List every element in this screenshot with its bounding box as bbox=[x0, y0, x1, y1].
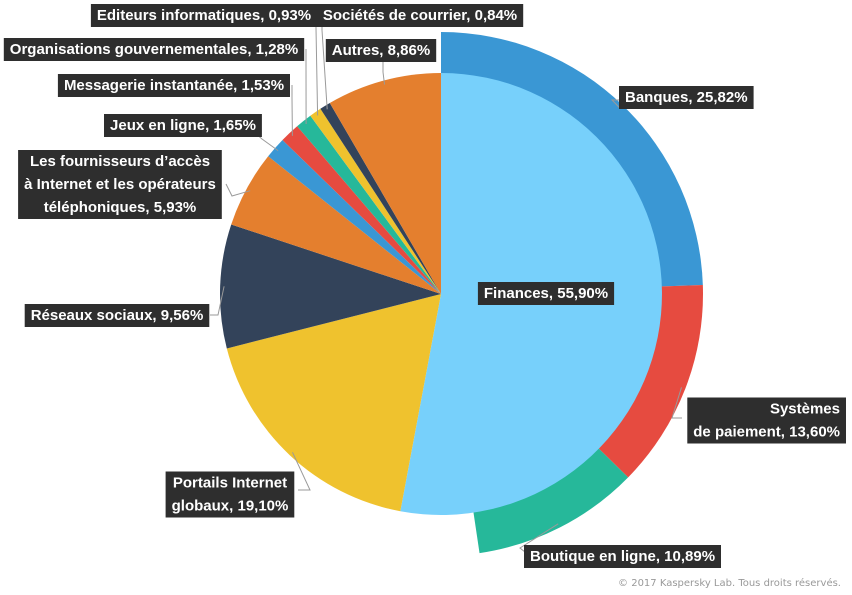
slice-societes-de-courrier bbox=[320, 103, 441, 295]
label-text: Editeurs informatiques, 0,93% bbox=[97, 7, 311, 24]
slice-portails-internet-globaux bbox=[226, 294, 441, 512]
label-jeux-en-ligne: Jeux en ligne, 1,65% bbox=[104, 114, 262, 137]
label-bg bbox=[524, 545, 721, 568]
label-text: Sociétés de courrier, 0,84% bbox=[323, 7, 517, 24]
label-text: Portails Internet bbox=[173, 475, 287, 492]
leader-line-editeurs-informatiques bbox=[315, 17, 319, 116]
label-bg bbox=[24, 304, 210, 327]
label-text: globaux, 19,10% bbox=[172, 498, 289, 515]
copyright-text: © 2017 Kaspersky Lab. Tous droits réserv… bbox=[618, 577, 841, 589]
label-text: Finances, 55,90% bbox=[484, 285, 608, 302]
slice-les-fournisseurs-d-acces-a-internet-et-les-operateurs-telephoniques bbox=[231, 156, 441, 294]
label-editeurs-informatiques: Editeurs informatiques, 0,93% bbox=[90, 4, 318, 27]
label-bg bbox=[165, 471, 295, 518]
label-text: Autres, 8,86% bbox=[332, 42, 430, 59]
label-messagerie-instantanee: Messagerie instantanée, 1,53% bbox=[57, 74, 291, 97]
label-reseaux-sociaux: Réseaux sociaux, 9,56% bbox=[24, 304, 210, 327]
label-bg bbox=[477, 282, 615, 305]
slice-messagerie-instantanee bbox=[282, 126, 441, 294]
label-text: Banques, 25,82% bbox=[625, 89, 748, 106]
label-text: à Internet et les opérateurs bbox=[24, 176, 216, 193]
leader-line-autres bbox=[382, 60, 385, 85]
label-bg bbox=[57, 74, 291, 97]
label-les-fournisseurs-d-acces-a-internet-et-les-operateurs-telephoniques: Les fournisseurs d’accès à Internet et le… bbox=[18, 150, 222, 219]
label-text: Messagerie instantanée, 1,53% bbox=[64, 77, 284, 94]
label-bg bbox=[90, 4, 318, 27]
label-systemes-de-paiement: Systèmes de paiement, 13,60% bbox=[687, 397, 846, 444]
slice-autres bbox=[329, 73, 441, 294]
label-text: Les fournisseurs d’accès bbox=[30, 153, 210, 170]
label-bg bbox=[687, 397, 846, 444]
label-finances: Finances, 55,90% bbox=[477, 282, 615, 305]
leader-line-les-fournisseurs-d-acces-a-internet-et-les-operateurs-telephoniques bbox=[225, 183, 251, 197]
leader-line-portails-internet-globaux bbox=[292, 452, 311, 491]
label-organisations-gouvernementales: Organisations gouvernementales, 1,28% bbox=[3, 38, 305, 61]
label-bg bbox=[104, 114, 262, 137]
slice-reseaux-sociaux bbox=[220, 224, 441, 349]
label-text: Systèmes bbox=[770, 401, 840, 418]
label-bg bbox=[18, 150, 222, 219]
label-text: Boutique en ligne, 10,89% bbox=[530, 548, 715, 565]
label-text: Réseaux sociaux, 9,56% bbox=[31, 307, 204, 324]
label-bg bbox=[619, 86, 754, 109]
label-text: téléphoniques, 5,93% bbox=[44, 199, 197, 216]
label-autres: Autres, 8,86% bbox=[325, 39, 437, 62]
label-societes-de-courrier: Sociétés de courrier, 0,84% bbox=[316, 4, 524, 27]
slice-organisations-gouvernementales bbox=[297, 115, 441, 295]
label-bg bbox=[316, 4, 524, 27]
leader-line-systemes-de-paiement bbox=[671, 387, 682, 419]
label-text: Organisations gouvernementales, 1,28% bbox=[10, 41, 298, 58]
leader-line-reseaux-sociaux bbox=[210, 286, 225, 316]
label-text: Jeux en ligne, 1,65% bbox=[110, 117, 256, 134]
slice-editeurs-informatiques bbox=[310, 108, 441, 294]
leader-line-societes-de-courrier bbox=[321, 17, 328, 110]
label-bg bbox=[3, 38, 305, 61]
label-banques: Banques, 25,82% bbox=[619, 86, 754, 109]
label-portails-internet-globaux: Portails Internet globaux, 19,10% bbox=[165, 471, 295, 518]
slice-jeux-en-ligne bbox=[268, 140, 441, 294]
label-text: de paiement, 13,60% bbox=[693, 424, 840, 441]
label-boutique-en-ligne: Boutique en ligne, 10,89% bbox=[524, 545, 721, 568]
slice-labels: Finances, 55,90% Banques, 25,82% Systèmes d… bbox=[3, 4, 846, 568]
label-bg bbox=[325, 39, 437, 62]
